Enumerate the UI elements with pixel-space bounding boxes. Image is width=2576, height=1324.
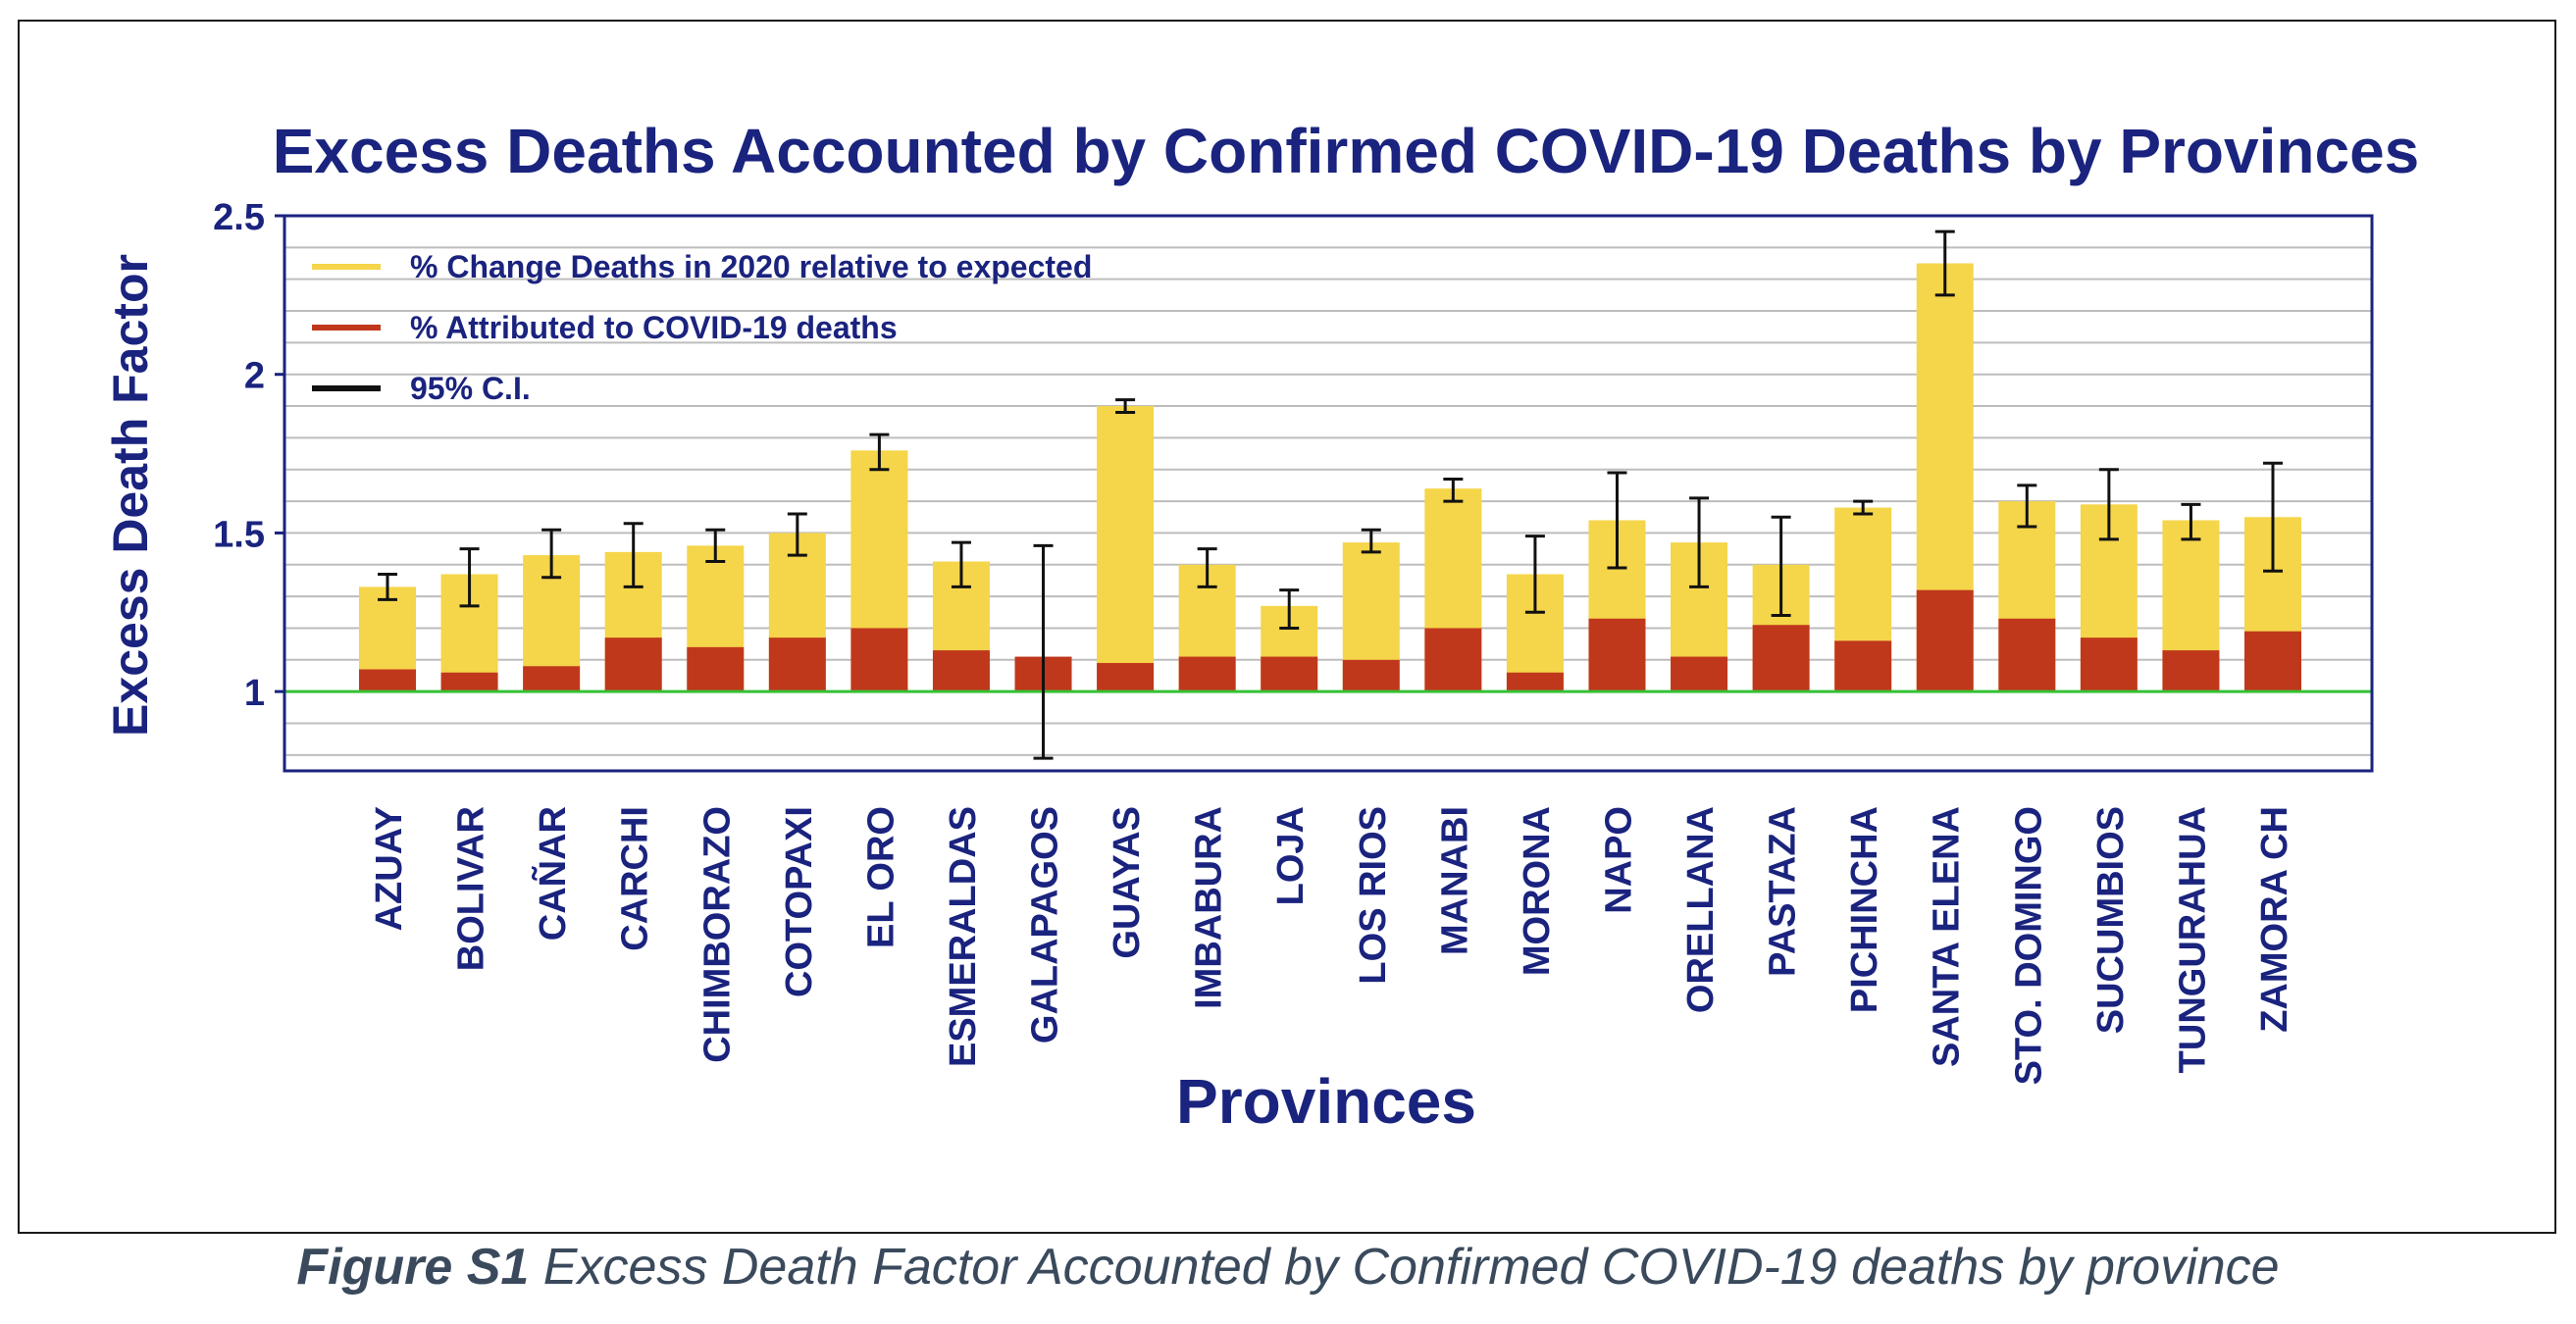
chart-title: Excess Deaths Accounted by Confirmed COV… xyxy=(273,116,2420,186)
bar-covid-9 xyxy=(1097,663,1155,692)
figure-caption-label: Figure S1 xyxy=(296,1239,530,1296)
x-tick-label: NAPO xyxy=(1598,806,1639,914)
legend: % Change Deaths in 2020 relative to expe… xyxy=(312,249,1092,406)
bar-layer xyxy=(284,229,2372,760)
bar-covid-21 xyxy=(2080,637,2138,692)
y-tick-label: 1 xyxy=(244,673,265,714)
bar-covid-11 xyxy=(1261,656,1318,692)
x-tick-label: MORONA xyxy=(1517,806,1558,976)
plot-border xyxy=(283,214,2374,773)
bar-covid-13 xyxy=(1424,628,1482,692)
x-tick-label: EL ORO xyxy=(860,806,902,948)
bar-covid-1 xyxy=(440,672,498,692)
figure-caption: Figure S1 Excess Death Factor Accounted … xyxy=(0,1238,2576,1297)
x-tick-label: STO. DOMINGO xyxy=(2008,806,2049,1085)
bar-covid-15 xyxy=(1588,618,1646,692)
plot-area xyxy=(284,216,2372,771)
bar-covid-10 xyxy=(1178,656,1236,692)
figure-caption-text: Excess Death Factor Accounted by Confirm… xyxy=(529,1239,2280,1296)
bar-covid-22 xyxy=(2162,650,2220,692)
bar-excess-9 xyxy=(1097,406,1155,692)
x-tick-label: MANABI xyxy=(1434,806,1475,955)
legend-label: % Attributed to COVID-19 deaths xyxy=(410,310,898,345)
bar-covid-6 xyxy=(850,628,908,692)
bar-covid-16 xyxy=(1671,656,1728,692)
bar-covid-12 xyxy=(1342,659,1400,692)
bar-covid-2 xyxy=(523,666,581,692)
bar-covid-4 xyxy=(687,646,745,692)
bar-covid-14 xyxy=(1506,672,1564,692)
x-tick-label: TUNGURAHUA xyxy=(2172,806,2213,1073)
bar-covid-18 xyxy=(1834,640,1892,692)
x-tick-label: ZAMORA CH xyxy=(2254,806,2295,1033)
bar-covid-17 xyxy=(1752,625,1810,692)
x-tick-label: COTOPAXI xyxy=(779,806,820,997)
x-tick-label: LOJA xyxy=(1270,806,1312,905)
x-tick-label: PICHINCHA xyxy=(1844,806,1885,1013)
x-tick-label: ESMERALDAS xyxy=(943,806,984,1067)
x-tick-label: GALAPAGOS xyxy=(1025,806,1066,1044)
y-tick-label: 2 xyxy=(244,356,265,397)
x-tick-label: AZUAY xyxy=(369,806,410,931)
x-tick-label: BOLIVAR xyxy=(451,806,492,971)
bar-covid-7 xyxy=(932,650,990,692)
x-axis-label: Provinces xyxy=(1176,1066,1476,1137)
x-tick-label: CAÑAR xyxy=(531,806,574,941)
bar-covid-19 xyxy=(1916,589,1974,692)
x-tick-label: CARCHI xyxy=(615,806,656,951)
y-tick-label: 2.5 xyxy=(213,197,265,238)
x-tick-label: PASTAZA xyxy=(1763,806,1804,977)
legend-label: 95% C.I. xyxy=(410,371,531,406)
x-tick-label: LOS RIOS xyxy=(1353,806,1394,985)
x-tick-label: CHIMBORAZO xyxy=(696,806,738,1063)
bar-covid-3 xyxy=(604,637,662,692)
bar-covid-20 xyxy=(1998,618,2056,692)
grid-layer xyxy=(284,216,2372,771)
axis-layer: 1 1.5 2 2.5 AZUAY BOLIVAR CAÑAR CARCHI CHIMBORAZ… xyxy=(213,197,2374,1085)
y-tick-label: 1.5 xyxy=(213,514,265,555)
x-tick-label: ORELLANA xyxy=(1680,806,1722,1013)
bar-covid-0 xyxy=(359,669,416,692)
x-tick-label: IMBABURA xyxy=(1189,806,1230,1009)
legend-label: % Change Deaths in 2020 relative to expe… xyxy=(410,249,1092,284)
figure-frame xyxy=(18,20,2556,1234)
y-axis-label: Excess Death Factor xyxy=(103,254,158,737)
x-tick-label: GUAYAS xyxy=(1107,806,1148,959)
x-tick-label: SUCUMBIOS xyxy=(2090,806,2132,1034)
x-tick-label: SANTA ELENA xyxy=(1927,806,1968,1067)
bar-covid-23 xyxy=(2244,631,2301,692)
bar-covid-5 xyxy=(768,637,826,692)
